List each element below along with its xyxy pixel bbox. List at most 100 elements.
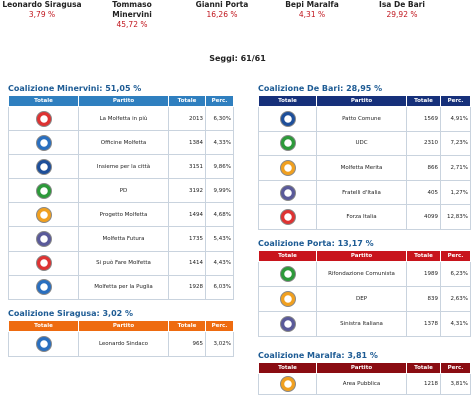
candidate-percent: 45,72 % [116,20,148,29]
party-percent: 6,03% [205,274,234,300]
party-row: Molfetta Futura 1735 5,43% [8,226,234,252]
party-percent: 3,81% [440,373,471,395]
party-name: PD [78,178,169,204]
logo-cell [8,250,79,276]
party-name: Si può Fare Molfetta [78,250,169,276]
results-table: Totale Partito Totale Perc. Rifondazione Com… [258,250,471,337]
logo-cell [258,373,317,395]
candidate-percent: 4,31 % [298,10,326,19]
candidate-name: Leonardo Siragusa [2,0,82,9]
column-header: Totale [406,95,441,107]
party-logo [279,135,296,152]
column-header: Totale [258,95,317,107]
column-header: Partito [78,320,169,332]
party-logo [279,316,296,332]
column-header: Totale [168,95,206,107]
logo-cell [8,154,79,180]
party-logo [35,206,52,223]
column-header: Partito [316,250,407,262]
party-row: Officine Molfetta 1384 4,33% [8,130,234,156]
party-percent: 2,63% [440,286,471,312]
column-header: Totale [258,362,317,374]
party-percent: 3,02% [205,331,234,357]
party-votes: 1378 [406,311,441,337]
logo-cell [8,105,79,132]
party-name: Fratelli d'Italia [316,179,407,206]
party-votes: 965 [168,331,206,357]
party-logo [279,159,296,176]
coalition-title: Coalizione De Bari: 28,95 % [258,84,383,93]
coalition-title: Coalizione Maralfa: 3,81 % [258,351,378,360]
party-votes: 3151 [168,154,206,180]
column-header: Perc. [205,95,234,107]
party-logo [35,134,52,151]
party-name: Sinistra Italiana [316,311,407,337]
seats: Seggi: 61/61 [209,54,266,63]
party-name: DEP [316,286,407,312]
candidate-percent: 3,79 % [28,10,56,19]
party-row: Patto Comune 1569 4,91% [258,106,471,132]
party-percent: 4,31% [440,311,471,337]
party-percent: 6,30% [205,105,234,132]
party-votes: 866 [406,155,441,181]
party-percent: 4,43% [205,250,234,276]
party-votes: 4099 [406,204,441,230]
logo-cell [8,226,79,252]
candidate: Bepi Maralfa 4,31 % [272,0,352,20]
logo-cell [258,106,317,132]
candidate-name: Isa De Bari [379,0,425,9]
party-percent: 7,23% [440,130,471,157]
results-table: Totale Partito Totale Perc. Patto Comune 1569… [258,95,471,230]
party-logo [279,209,296,226]
party-logo [279,291,296,307]
party-percent: 4,33% [205,130,234,156]
party-row: La Molfetta in più 2013 6,30% [8,105,234,132]
header-row: Totale Partito Totale Perc. [8,95,234,107]
coalition-title: Coalizione Porta: 13,17 % [258,239,374,248]
logo-cell [8,178,79,204]
party-votes: 3192 [168,178,206,204]
candidate: Isa De Bari 29,92 % [362,0,442,20]
party-row: Sinistra Italiana 1378 4,31% [258,311,471,337]
party-row: Forza Italia 4099 12,83% [258,204,471,230]
column-header: Partito [316,362,407,374]
party-row: Rifondazione Comunista 1989 6,23% [258,261,471,287]
header-row: Totale Partito Totale Perc. [8,320,234,332]
candidate-percent: 29,92 % [386,10,418,19]
logo-cell [8,331,79,357]
coalition-title: Coalizione Minervini: 51,05 % [8,84,142,93]
party-logo [279,376,296,392]
party-row: Insieme per la città 3151 9,86% [8,154,234,180]
header-row: Totale Partito Totale Perc. [258,362,471,374]
party-name: Molfetta per la Puglia [78,274,169,300]
party-row: Molfetta Merita 866 2,71% [258,155,471,181]
logo-cell [258,155,317,181]
party-row: PD 3192 9,99% [8,178,234,204]
results-table: Totale Partito Totale Perc. La Molfetta in p… [8,95,234,300]
party-logo [35,110,52,127]
logo-cell [258,179,317,206]
candidate-percent: 16,26 % [206,10,238,19]
party-row: Molfetta per la Puglia 1928 6,03% [8,274,234,300]
party-votes: 1414 [168,250,206,276]
party-logo [279,110,296,127]
results-table: Totale Partito Totale Perc. Leonardo Sindaco… [8,320,234,357]
party-votes: 839 [406,286,441,312]
column-header: Partito [316,95,407,107]
logo-cell [8,130,79,156]
party-votes: 1218 [406,373,441,395]
party-name: UDC [316,130,407,157]
logo-cell [258,130,317,157]
party-row: Fratelli d'Italia 405 1,27% [258,179,471,206]
party-name: Progetto Molfetta [78,202,169,228]
logo-cell [8,202,79,228]
party-name: Insieme per la città [78,154,169,180]
candidate: Gianni Porta 16,26 % [182,0,262,20]
party-votes: 1989 [406,261,441,287]
party-logo [279,184,296,201]
logo-cell [258,311,317,337]
party-name: Officine Molfetta [78,130,169,156]
column-header: Totale [406,250,441,262]
party-logo [35,158,52,175]
